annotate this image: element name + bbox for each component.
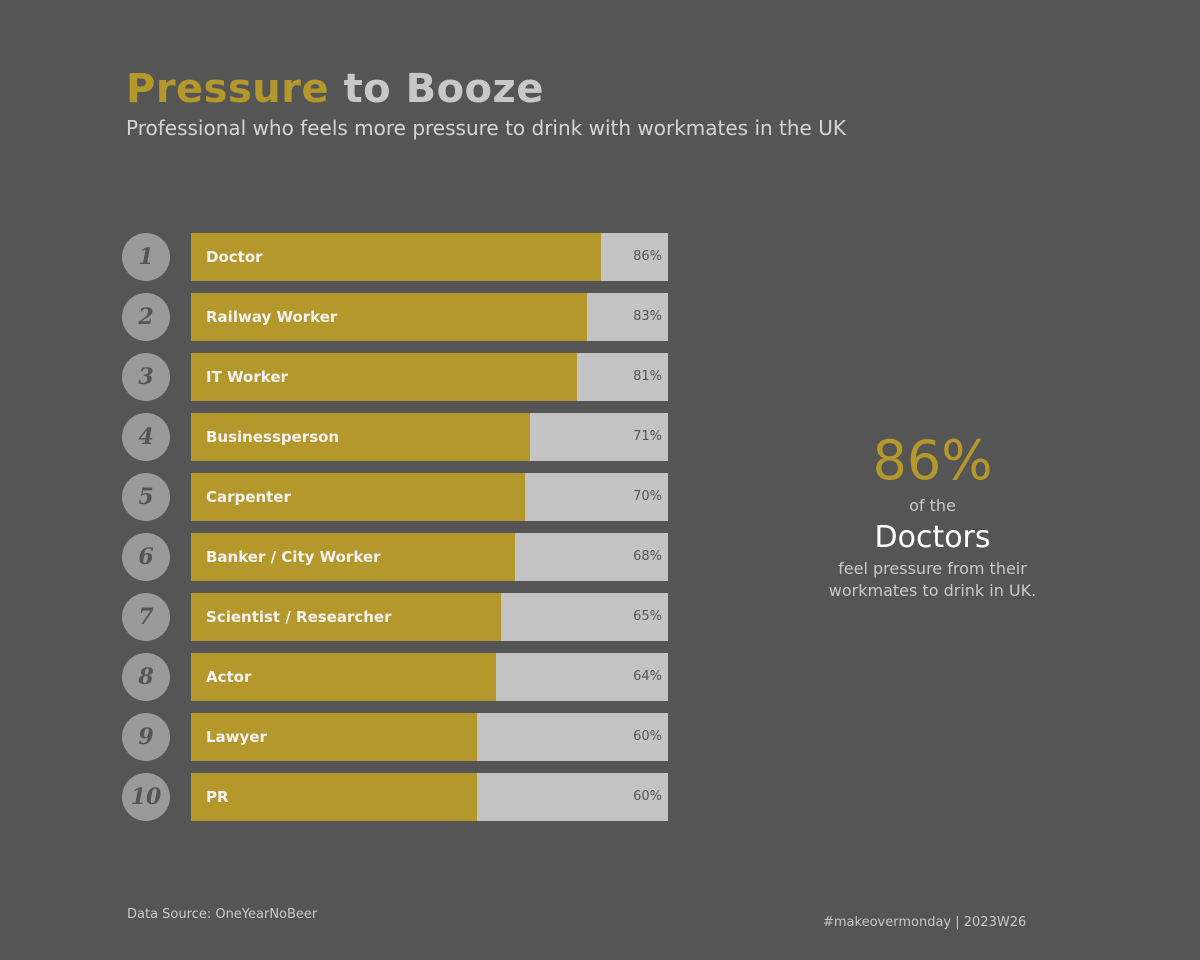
makeover-tag: #makeovermonday | 2023W26 <box>823 915 1027 930</box>
category-label: IT Worker <box>206 368 288 386</box>
data-label: 81% <box>633 369 662 384</box>
data-label: 60% <box>633 789 662 804</box>
data-label: 68% <box>633 549 662 564</box>
rank-number: 10 <box>130 784 162 810</box>
rank-badge <box>122 713 170 761</box>
bar <box>191 293 587 341</box>
rank-badge <box>122 413 170 461</box>
rank-number: 1 <box>138 244 154 270</box>
category-label: Doctor <box>206 248 263 266</box>
title-rest: to Booze <box>343 66 544 112</box>
bar <box>191 533 516 581</box>
data-label: 86% <box>633 249 662 264</box>
rank-badge <box>122 233 170 281</box>
rank-badge <box>122 593 170 641</box>
bar <box>191 713 478 761</box>
rank-number: 4 <box>138 424 154 450</box>
data-label: 71% <box>633 429 662 444</box>
chart-subtitle: Professional who feels more pressure to … <box>126 116 846 140</box>
title-highlight: Pressure <box>126 66 330 112</box>
category-label: Banker / City Worker <box>206 548 381 566</box>
bar <box>191 353 578 401</box>
rank-number: 6 <box>138 544 154 570</box>
rank-number: 2 <box>138 304 154 330</box>
data-label: 83% <box>633 309 662 324</box>
data-label: 60% <box>633 729 662 744</box>
category-label: Carpenter <box>206 488 291 506</box>
bar <box>191 413 530 461</box>
rank-badge <box>122 653 170 701</box>
rank-badge <box>122 533 170 581</box>
category-label: Scientist / Researcher <box>206 608 392 626</box>
rank-number: 3 <box>138 364 154 390</box>
data-label: 70% <box>633 489 662 504</box>
bar <box>191 593 502 641</box>
callout-line2: feel pressure from their workmates to dr… <box>828 559 1037 600</box>
rank-badge <box>122 293 170 341</box>
rank-number: 7 <box>138 604 154 630</box>
bar <box>191 653 497 701</box>
bar <box>191 773 478 821</box>
chart-title: Pressure to Booze <box>126 64 544 114</box>
category-label: PR <box>206 788 229 806</box>
bar <box>191 233 602 281</box>
rank-number: 9 <box>138 724 154 750</box>
bar <box>191 473 525 521</box>
callout-value: 86% <box>872 429 993 492</box>
category-label: Lawyer <box>206 728 267 746</box>
rank-number: 5 <box>138 484 154 510</box>
callout-panel: 86% of the Doctors feel pressure from th… <box>800 428 1065 602</box>
rank-badge <box>122 773 170 821</box>
rank-badge <box>122 473 170 521</box>
callout-subject: Doctors <box>874 520 991 555</box>
data-label: 64% <box>633 669 662 684</box>
callout-line1: of the <box>909 496 956 515</box>
rank-number: 8 <box>138 664 154 690</box>
data-label: 65% <box>633 609 662 624</box>
data-source: Data Source: OneYearNoBeer <box>127 907 318 922</box>
category-label: Railway Worker <box>206 308 338 326</box>
category-label: Actor <box>206 668 252 686</box>
rank-badge <box>122 353 170 401</box>
category-label: Businessperson <box>206 428 340 446</box>
